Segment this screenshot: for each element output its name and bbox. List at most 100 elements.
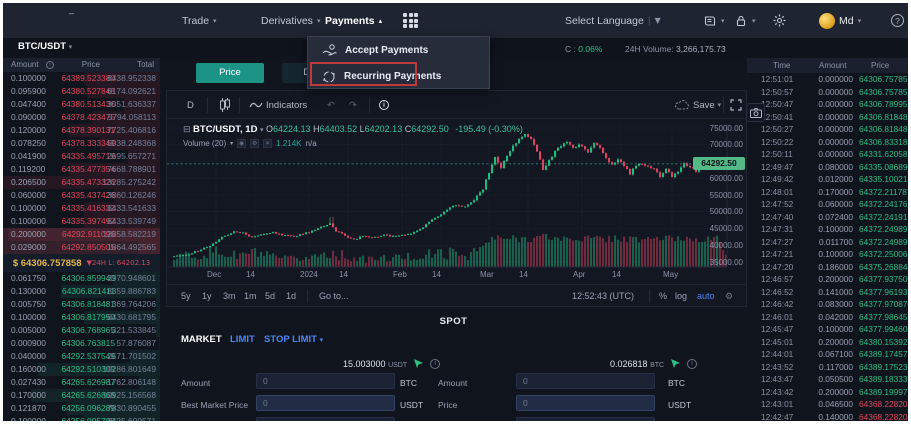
order-book-row[interactable]: 0.06000064335.4374263860.126246 <box>3 189 160 202</box>
trade-row[interactable]: 12:47:270.01170064372.249895 <box>747 236 908 249</box>
menu-item-accept-payments[interactable]: Accept Payments <box>308 38 489 63</box>
order-book-row[interactable]: 0.12000064378.3901317725.406816 <box>3 124 160 137</box>
clock[interactable]: 12:52:43 (UTC) <box>572 285 634 307</box>
trade-row[interactable]: 12:49:470.08000064335.086890 <box>747 161 908 174</box>
assets-menu-button[interactable]: ▾ <box>734 3 756 38</box>
cursor-flag-icon[interactable] <box>413 358 424 369</box>
trade-row[interactable]: 12:47:400.07240064372.241917 <box>747 211 908 224</box>
save-button[interactable]: Save ▾ <box>675 91 721 119</box>
trade-row[interactable]: 12:50:270.00000064306.818481 <box>747 123 908 136</box>
range-button-5y[interactable]: 5y <box>181 285 191 307</box>
trade-row[interactable]: 12:45:470.10000064377.994602 <box>747 323 908 336</box>
order-book-row[interactable]: 0.12187064256.0962897830.890455 <box>3 402 160 415</box>
trade-row[interactable]: 12:49:420.01200064335.100218 <box>747 173 908 186</box>
trade-row[interactable]: 12:46:420.08300064377.970870 <box>747 298 908 311</box>
trade-row[interactable]: 12:50:570.00000064306.757858 <box>747 86 908 99</box>
trade-row[interactable]: 12:45:010.20000064380.153925 <box>747 336 908 349</box>
range-button-1m[interactable]: 1m <box>244 285 257 307</box>
order-book-row[interactable]: 0.04740064380.5134363051.636337 <box>3 98 160 111</box>
eye-icon[interactable]: ◉ <box>237 139 246 148</box>
info-icon[interactable]: i <box>687 359 697 369</box>
cursor-flag-icon[interactable] <box>670 358 681 369</box>
order-book-row[interactable]: 0.06175064306.8599403970.948601 <box>3 272 160 285</box>
trade-row[interactable]: 12:44:010.06710064389.174575 <box>747 348 908 361</box>
trade-row[interactable]: 12:42:470.14000064368.228204 <box>747 411 908 422</box>
candle-style-button[interactable] <box>219 91 231 119</box>
trade-row[interactable]: 12:43:420.20000064389.199979 <box>747 386 908 399</box>
order-book-row[interactable]: 0.04190064335.4957192695.657271 <box>3 150 160 163</box>
buy-amount-input[interactable] <box>256 373 395 389</box>
order-book-row[interactable]: 0.00500064306.768965321.533845 <box>3 324 160 337</box>
trade-row[interactable]: 12:47:200.18600064375.268848 <box>747 261 908 274</box>
range-button-1d[interactable]: 1d <box>286 285 296 307</box>
order-book-row[interactable]: 0.02743064265.6269871762.806148 <box>3 376 160 389</box>
trade-row[interactable]: 12:50:410.00000064306.818481 <box>747 111 908 124</box>
order-book-row[interactable]: 0.11920064335.4773547668.788901 <box>3 163 160 176</box>
order-book-row[interactable]: 0.20000064292.91109612858.582219 <box>3 228 160 241</box>
orders-menu-button[interactable]: ▾ <box>703 3 725 38</box>
screenshot-camera-button[interactable] <box>746 103 765 122</box>
order-book-row[interactable]: 0.00575064306.818481369.764206 <box>3 298 160 311</box>
percent-scale-button[interactable]: % <box>659 285 667 307</box>
interval-button[interactable]: D <box>187 91 194 119</box>
buy-total-input[interactable] <box>256 417 395 421</box>
auto-scale-button[interactable]: auto <box>697 285 715 307</box>
trade-row[interactable]: 12:50:470.00000064306.789952 <box>747 98 908 111</box>
sell-price-input[interactable] <box>516 395 655 411</box>
trade-row[interactable]: 12:43:470.05050064389.183330 <box>747 373 908 386</box>
order-book-row[interactable]: 0.16000064292.51030910286.801649 <box>3 363 160 376</box>
volume-study-legend[interactable]: Volume (20) ▾ ◉ ⚙ ✕ 1.214K n/a <box>183 139 317 148</box>
trade-row[interactable]: 12:50:220.00000064306.833186 <box>747 136 908 149</box>
trade-row[interactable]: 12:43:010.04650064368.228204 <box>747 398 908 411</box>
buy-market-price-input[interactable] <box>256 395 395 411</box>
goto-button[interactable]: Go to... <box>319 285 349 307</box>
range-button-3m[interactable]: 3m <box>223 285 236 307</box>
nav-item-payments[interactable]: Payments ▴ <box>325 3 382 38</box>
order-book-row[interactable]: 0.10000064389.5233806438.952338 <box>3 72 160 85</box>
user-menu[interactable]: Md ▾ <box>819 3 861 38</box>
order-book-row[interactable]: 0.09000064378.4234755794.058113 <box>3 111 160 124</box>
settings-button[interactable] <box>772 3 786 38</box>
sell-amount-input[interactable] <box>516 373 655 389</box>
tab-limit[interactable]: LIMIT <box>230 334 255 345</box>
trade-row[interactable]: 12:46:570.20000064377.937500 <box>747 273 908 286</box>
order-book-row[interactable]: 0.10000064256.0957086425.609571 <box>3 415 160 421</box>
trade-row[interactable]: 12:51:010.00000064306.757858 <box>747 73 908 86</box>
close-icon[interactable]: ✕ <box>263 139 272 148</box>
order-book-row[interactable]: 0.07825064378.3333495038.248368 <box>3 137 160 150</box>
pair-selector[interactable]: BTC/USDT ▾ <box>18 41 72 52</box>
sell-total-input[interactable] <box>516 417 655 421</box>
trade-row[interactable]: 12:47:210.10000064372.250068 <box>747 248 908 261</box>
menu-item-recurring-payments[interactable]: Recurring Payments <box>308 64 489 89</box>
undo-button[interactable]: ↶ <box>327 91 335 119</box>
info-icon[interactable]: i <box>430 359 440 369</box>
indicators-button[interactable]: Indicators <box>249 91 307 119</box>
fullscreen-button[interactable] <box>730 91 742 119</box>
language-selector[interactable]: Select Language | ▼ <box>565 3 661 38</box>
trade-row[interactable]: 12:47:520.06000064372.241761 <box>747 198 908 211</box>
last-price-row[interactable]: $ 64306.757858 ▼24H L: 64202.13 <box>3 254 160 272</box>
order-book-row[interactable]: 0.17000064265.62686810925.156568 <box>3 389 160 402</box>
trade-row[interactable]: 12:50:110.00000064331.620589 <box>747 148 908 161</box>
chart-info-button[interactable]: i <box>379 91 389 119</box>
trade-row[interactable]: 12:47:310.10000064372.249891 <box>747 223 908 236</box>
nav-item-derivatives[interactable]: Derivatives ▾ <box>261 3 320 38</box>
order-book-row[interactable]: 0.00090064306.76381557.876087 <box>3 337 160 350</box>
order-book-row[interactable]: 0.10000064335.4163326433.541633 <box>3 202 160 215</box>
info-icon[interactable]: i <box>46 61 54 69</box>
order-book-row[interactable]: 0.02900064292.8505051864.492565 <box>3 241 160 254</box>
range-button-5d[interactable]: 5d <box>265 285 275 307</box>
order-book-row[interactable]: 0.09590064380.5278486174.092621 <box>3 85 160 98</box>
tab-stop-limit[interactable]: STOP LIMIT ▾ <box>264 334 323 345</box>
trade-row[interactable]: 12:48:010.17000064372.211787 <box>747 186 908 199</box>
order-book-row[interactable]: 0.13000064306.8214118359.886783 <box>3 285 160 298</box>
chart-legend[interactable]: ⊟ BTC/USDT, 1D ▾ O64224.13 H64403.52 L64… <box>183 124 523 135</box>
help-button[interactable]: ? <box>891 3 904 38</box>
tab-market[interactable]: MARKET <box>181 334 222 345</box>
trade-row[interactable]: 12:43:520.11700064389.175230 <box>747 361 908 374</box>
order-book-row[interactable]: 0.10000064306.8179506430.681795 <box>3 311 160 324</box>
order-book-row[interactable]: 0.10000064335.3974926433.539749 <box>3 215 160 228</box>
nav-item-trade[interactable]: Trade ▾ <box>182 3 217 38</box>
gear-icon[interactable]: ⚙ <box>250 139 259 148</box>
trade-row[interactable]: 12:46:010.04200064377.986450 <box>747 311 908 324</box>
